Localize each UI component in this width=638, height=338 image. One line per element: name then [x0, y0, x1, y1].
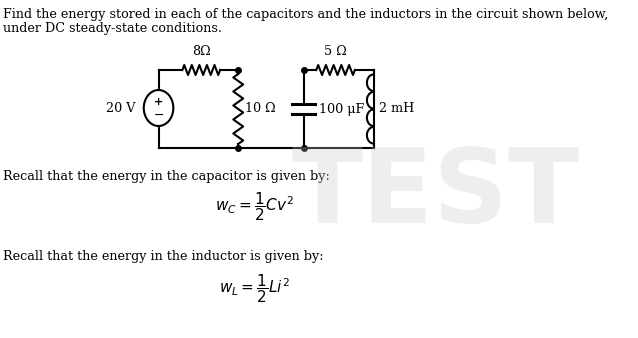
- Text: $w_L = \dfrac{1}{2}Li^2$: $w_L = \dfrac{1}{2}Li^2$: [219, 272, 290, 305]
- Text: 100 μF: 100 μF: [319, 102, 364, 116]
- Text: Recall that the energy in the capacitor is given by:: Recall that the energy in the capacitor …: [3, 170, 330, 183]
- Text: 10 Ω: 10 Ω: [245, 102, 276, 116]
- Text: Recall that the energy in the inductor is given by:: Recall that the energy in the inductor i…: [3, 250, 324, 263]
- Text: 8Ω: 8Ω: [192, 45, 211, 58]
- Text: 2 mH: 2 mH: [379, 102, 414, 116]
- Text: 20 V: 20 V: [106, 101, 135, 115]
- Text: +: +: [154, 97, 163, 107]
- Text: −: −: [153, 108, 164, 121]
- Text: $w_C = \dfrac{1}{2}Cv^2$: $w_C = \dfrac{1}{2}Cv^2$: [215, 190, 294, 223]
- Text: TEST: TEST: [292, 145, 579, 245]
- Text: Find the energy stored in each of the capacitors and the inductors in the circui: Find the energy stored in each of the ca…: [3, 8, 609, 21]
- Text: 5 Ω: 5 Ω: [324, 45, 347, 58]
- Text: under DC steady-state conditions.: under DC steady-state conditions.: [3, 22, 222, 35]
